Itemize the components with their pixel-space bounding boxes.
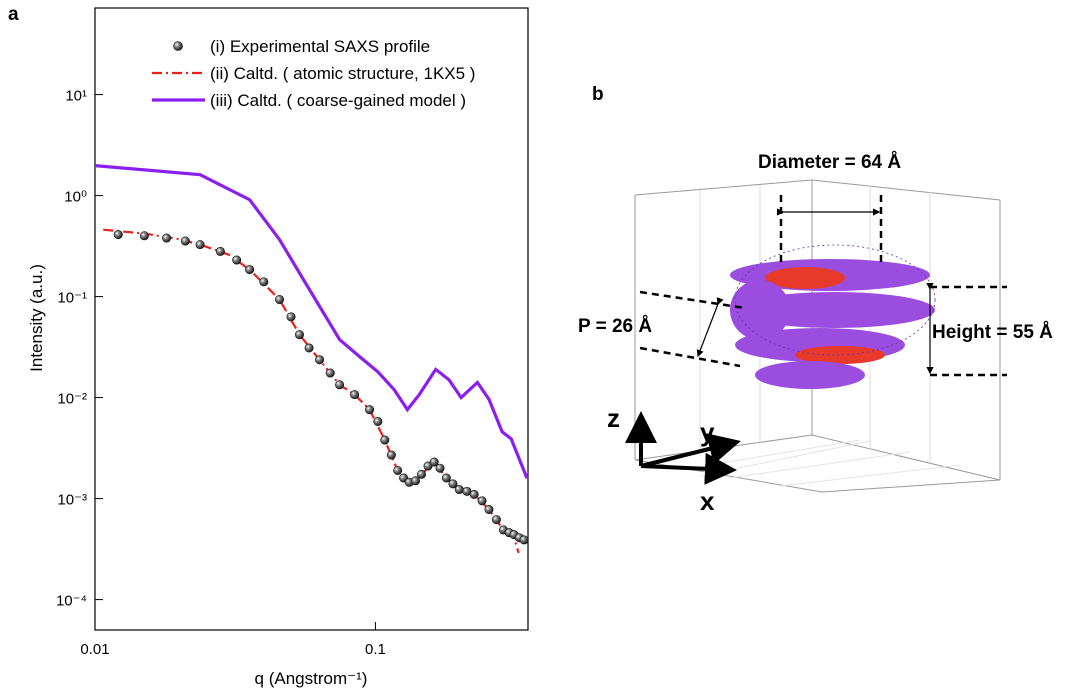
y-tick-label: 10⁻⁴	[56, 593, 87, 610]
legend-label: (iii) Caltd. ( coarse-gained model )	[210, 91, 466, 110]
x-tick-label: 0.1	[365, 641, 386, 658]
data-point	[195, 240, 205, 250]
data-point	[304, 343, 314, 353]
data-point	[491, 515, 501, 525]
data-point	[365, 405, 375, 415]
panel-label: b	[592, 84, 604, 105]
data-point	[441, 473, 451, 483]
data-point	[350, 390, 360, 400]
data-point	[393, 465, 403, 475]
nucleosome	[730, 244, 936, 389]
legend-label: (i) Experimental SAXS profile	[210, 37, 430, 56]
pitch-label: P = 26 Å	[578, 316, 652, 337]
data-point	[335, 380, 345, 390]
y-tick-label: 10⁻²	[57, 391, 87, 408]
data-point	[519, 535, 529, 545]
x-tick-label: 0.01	[80, 641, 109, 658]
data-point	[429, 457, 439, 467]
data-point	[315, 355, 325, 365]
panel-label: a	[8, 4, 19, 25]
legend-marker	[173, 41, 183, 51]
axis-y: y	[700, 417, 715, 447]
height-label: Height = 55 Å	[932, 322, 1053, 343]
legend-label: (ii) Caltd. ( atomic structure, 1KX5 )	[210, 64, 475, 83]
diagram: b Diameter = 64 Å Height = 55 Å	[578, 84, 1053, 516]
data-point	[469, 489, 479, 499]
data-point	[435, 463, 445, 473]
x-axis-label: q (Angstrom⁻¹)	[255, 669, 368, 688]
data-point	[325, 368, 335, 378]
y-axis-label: Intensity (a.u.)	[27, 264, 46, 372]
data-point	[477, 496, 487, 506]
data-point	[232, 255, 242, 265]
axis-arrows	[625, 411, 741, 485]
data-point	[180, 236, 190, 246]
data-point	[484, 504, 494, 514]
data-point	[454, 485, 464, 495]
data-point	[245, 265, 255, 275]
data-point	[448, 479, 458, 489]
data-point	[294, 330, 304, 340]
dimension-lines	[639, 195, 1007, 377]
plot: 0.01 0.1 10⁻⁴ 10⁻³ 10⁻² 10⁻¹ 10⁰ 10¹ (i) Experim…	[56, 37, 529, 658]
data-point	[417, 469, 427, 479]
data-point	[386, 450, 396, 460]
data-point	[139, 231, 149, 241]
axis-z: z	[607, 403, 620, 433]
data-point	[113, 230, 123, 240]
series-line	[94, 164, 529, 479]
data-point	[286, 312, 296, 322]
y-tick-label: 10⁻¹	[57, 290, 87, 307]
plot-frame	[94, 7, 529, 631]
data-point	[162, 233, 172, 243]
dimension-arrows	[696, 208, 934, 375]
y-tick-label: 10⁰	[64, 189, 87, 206]
y-tick-label: 10⁻³	[57, 492, 87, 509]
data-point	[380, 435, 390, 445]
data-point	[215, 246, 225, 256]
data-point	[259, 277, 269, 287]
data-point	[411, 476, 421, 486]
data-point	[275, 295, 285, 305]
axis-x: x	[700, 486, 715, 516]
diameter-label: Diameter = 64 Å	[758, 152, 901, 173]
data-point	[373, 416, 383, 426]
y-tick-label: 10¹	[65, 88, 87, 105]
